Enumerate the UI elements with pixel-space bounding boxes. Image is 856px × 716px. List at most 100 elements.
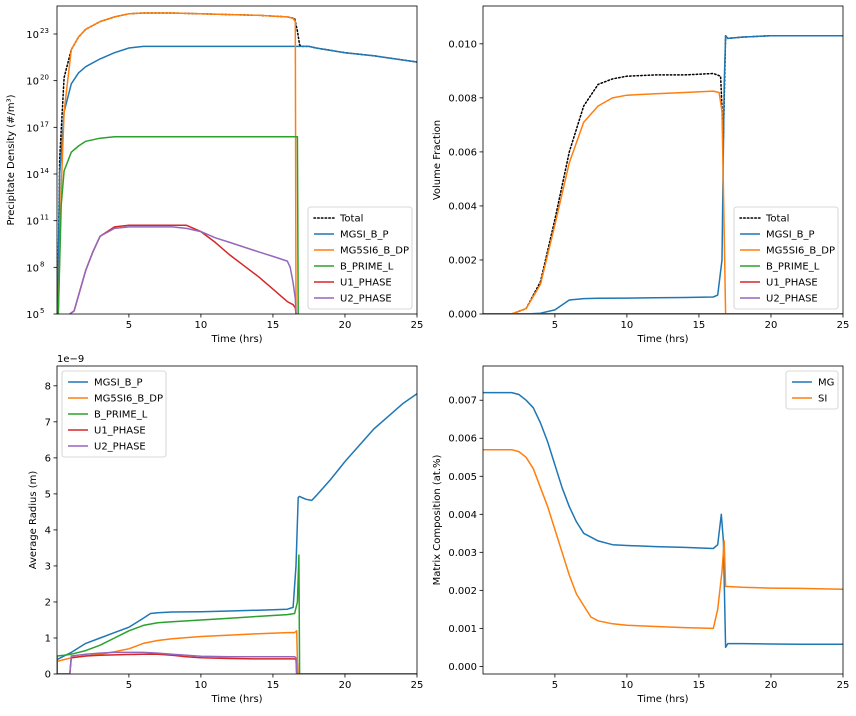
y-tick-base: 10 <box>26 30 39 41</box>
series-group <box>57 393 417 674</box>
series-line-u1-phase <box>57 653 417 674</box>
x-tick-label: 25 <box>411 680 424 691</box>
x-axis-label: Time (hrs) <box>210 694 262 705</box>
y-tick-exponent: 23 <box>40 27 49 35</box>
y-tick-exponent: 5 <box>40 307 44 315</box>
series-line-mg5si6-b-dp <box>57 12 297 314</box>
y-tick-exponent: 14 <box>40 167 49 175</box>
panel-matrix-composition: 5 10 15 20 25 0.000 0.001 0.002 0.003 0.004 0.005 0… <box>432 365 850 705</box>
y-tick-label: 0.004 <box>448 201 477 212</box>
y-tick-label: 0.010 <box>448 39 477 50</box>
y-tick-label: 0.007 <box>448 396 477 407</box>
legend-label: MG5SI6_B_DP <box>340 246 409 257</box>
y-offset-label: 1e−9 <box>57 354 84 365</box>
legend-frame <box>61 370 167 458</box>
x-tick-label: 25 <box>837 680 850 691</box>
y-axis-label: Average Radius (m) <box>28 471 39 570</box>
legend-label: Total <box>765 214 789 225</box>
legend-label: SI <box>818 394 827 405</box>
series-group <box>57 12 417 314</box>
y-tick-label: 5 <box>45 489 51 500</box>
x-tick-label: 5 <box>552 680 558 691</box>
legend-label: MG5SI6_B_DP <box>766 246 835 257</box>
y-tick-label: 0.006 <box>448 147 477 158</box>
y-tick-base: 10 <box>26 123 39 134</box>
y-tick-label: 0.000 <box>448 310 477 321</box>
y-tick-exponent: 20 <box>40 74 49 82</box>
legend-label: MG <box>818 378 834 389</box>
series-line-mg5si6-b-dp <box>483 90 727 314</box>
x-tick-label: 5 <box>126 680 132 691</box>
series-line-mgsi-b-p <box>57 45 417 314</box>
legend-label: U1_PHASE <box>766 278 818 289</box>
legend-label: B_PRIME_L <box>766 262 820 273</box>
x-tick-label: 10 <box>195 320 208 331</box>
x-tick-label: 25 <box>837 320 850 331</box>
y-tick-base: 10 <box>26 217 39 228</box>
legend-label: U2_PHASE <box>766 294 818 305</box>
legend-label: B_PRIME_L <box>340 262 394 273</box>
y-tick-label: 2 <box>45 597 51 608</box>
y-tick-label: 8 <box>45 381 51 392</box>
panel-volume-fraction: 5 10 15 20 25 0.000 0.002 0.004 0.006 0.008 0.010 T… <box>432 5 850 345</box>
legend-label: Total <box>339 214 363 225</box>
series-line-u2-phase <box>69 226 297 314</box>
legend-label: B_PRIME_L <box>94 410 148 421</box>
legend-frame <box>307 206 413 310</box>
axes-frame <box>482 365 844 675</box>
axes-frame <box>56 365 418 675</box>
y-axis-label: Matrix Composition (at.%) <box>432 454 443 585</box>
x-tick-label: 10 <box>621 320 634 331</box>
y-tick-label: 0.002 <box>448 586 477 597</box>
x-tick-label: 10 <box>195 680 208 691</box>
x-axis-label: Time (hrs) <box>210 334 262 345</box>
y-axis-label: Volume Fraction <box>432 120 443 200</box>
legend-label: U1_PHASE <box>340 278 392 289</box>
legend: MGSI_B_P MG5SI6_B_DP B_PRIME_L U1_PHASE U2_P… <box>61 370 167 458</box>
series-group <box>483 34 843 314</box>
series-line-u2-phase <box>57 651 417 674</box>
y-tick-exponent: 11 <box>40 214 49 222</box>
y-tick-label: 4 <box>45 525 51 536</box>
series-line-b-prime-l <box>57 135 299 314</box>
legend-label: U1_PHASE <box>94 426 146 437</box>
y-tick-base: 10 <box>26 77 39 88</box>
legend-frame <box>733 206 839 310</box>
x-tick-label: 10 <box>621 680 634 691</box>
x-tick-label: 20 <box>339 320 352 331</box>
series-line-mgsi-b-p <box>483 34 843 314</box>
legend-label: MGSI_B_P <box>340 230 389 241</box>
axes-frame <box>56 5 418 315</box>
legend: Total MGSI_B_P MG5SI6_B_DP B_PRIME_L U1_PHAS… <box>733 206 839 310</box>
x-tick-label: 20 <box>765 320 778 331</box>
panel-average-radius: 5 10 15 20 25 0 1 2 3 4 5 6 7 8 1e−9 Time (hrs) Average … <box>28 354 423 705</box>
legend: MG SI <box>785 370 839 410</box>
series-line-si <box>483 448 843 630</box>
y-tick-label: 0.005 <box>448 472 477 483</box>
x-tick-label: 15 <box>267 320 280 331</box>
y-tick-base: 10 <box>26 310 39 321</box>
axes-frame <box>482 5 844 315</box>
x-tick-label: 15 <box>267 680 280 691</box>
x-tick-label: 15 <box>693 320 706 331</box>
legend-label: MGSI_B_P <box>766 230 815 241</box>
y-tick-label: 7 <box>45 417 51 428</box>
y-tick-label: 3 <box>45 561 51 572</box>
series-line-b-prime-l <box>57 554 301 674</box>
y-tick-base: 10 <box>26 263 39 274</box>
legend-label: U2_PHASE <box>340 294 392 305</box>
y-tick-base: 10 <box>26 170 39 181</box>
series-group <box>483 391 843 649</box>
y-tick-exponent: 8 <box>40 260 44 268</box>
series-line-mg <box>483 391 843 649</box>
y-tick-label: 6 <box>45 453 51 464</box>
legend-label: MG5SI6_B_DP <box>94 394 163 405</box>
y-tick-label: 0.008 <box>448 93 477 104</box>
x-tick-label: 20 <box>765 680 778 691</box>
y-tick-label: 0.002 <box>448 255 477 266</box>
x-axis-label: Time (hrs) <box>636 694 688 705</box>
x-tick-label: 5 <box>126 320 132 331</box>
legend-label: MGSI_B_P <box>94 378 143 389</box>
